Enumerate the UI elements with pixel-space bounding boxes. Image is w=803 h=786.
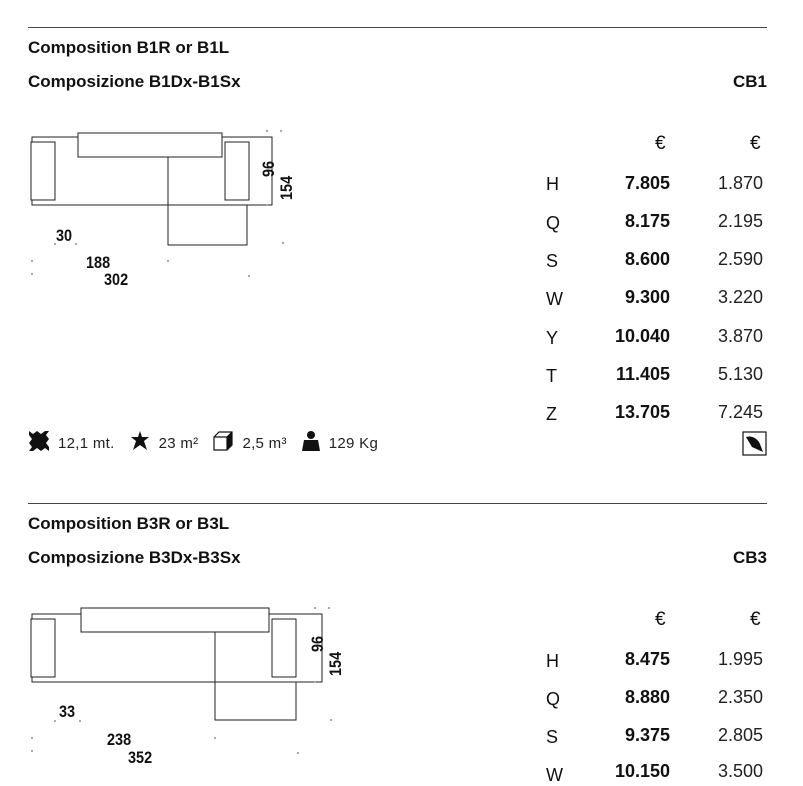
grade-price-2: 2.805 [717, 725, 763, 745]
dim-width-total: 352 [128, 748, 153, 767]
grade-price-2: 3.220 [717, 287, 763, 307]
price-header-currency: € [655, 133, 666, 154]
grade-price: 10.150 [614, 761, 670, 781]
price-header-currency: € [655, 609, 666, 630]
grade-price: 9.300 [624, 287, 670, 307]
composition-title-it: Composizione B3Dx-B3Sx [28, 548, 241, 567]
leather-hide-icon [129, 430, 151, 456]
package-cube-icon [212, 430, 234, 456]
grade-price-2: 3.500 [717, 761, 763, 781]
fabric-swatch-icon [28, 430, 50, 456]
grade-label: H [546, 174, 559, 194]
grade-price: 8.880 [624, 687, 670, 707]
specs-row: 12,1 mt. 23 m² 2,5 m³ 129 Kg [28, 428, 392, 458]
grade-label: T [546, 366, 557, 386]
grade-label: W [546, 765, 563, 785]
grade-label: S [546, 727, 559, 747]
composition-title-en: Composition B1R or B1L [28, 38, 230, 57]
dim-depth-total: 154 [326, 651, 345, 676]
grade-label: Z [546, 404, 557, 424]
composition-title-it: Composizione B1Dx-B1Sx [28, 72, 241, 91]
grade-price-2: 2.195 [717, 211, 763, 231]
grade-price-2: 2.350 [717, 687, 763, 707]
grade-price: 8.600 [624, 249, 670, 269]
dim-depth-total: 154 [277, 175, 296, 200]
grade-label: W [546, 289, 563, 309]
price-header-currency-2: € [750, 133, 761, 154]
grade-price-2: 3.870 [717, 326, 763, 346]
sofa-outline-svg [30, 607, 332, 754]
grade-price: 8.475 [624, 649, 670, 669]
grade-price-2: 2.590 [717, 249, 763, 269]
sofa-plan-drawing: 30 188 302 96 154 [28, 125, 318, 295]
grade-price: 7.805 [624, 173, 670, 193]
weight-icon [301, 430, 321, 456]
grade-price-2: 1.995 [717, 649, 763, 669]
dim-depth-seat: 96 [259, 160, 278, 177]
dim-arm: 33 [59, 702, 76, 721]
dim-depth-seat: 96 [308, 635, 327, 652]
grade-price: 13.705 [614, 402, 670, 422]
grade-price: 11.405 [615, 364, 670, 384]
removable-cover-icon [742, 431, 767, 461]
sofa-outline-svg [30, 130, 284, 277]
dim-width-total: 302 [104, 270, 129, 289]
spec-volume: 2,5 m³ [242, 434, 287, 452]
spec-weight: 129 Kg [328, 434, 379, 452]
dim-width-inner: 188 [86, 253, 111, 272]
grade-label: Y [546, 328, 559, 348]
sofa-plan-drawing: 33 238 352 96 154 [28, 602, 348, 772]
section-divider [28, 27, 767, 28]
dim-width-inner: 238 [107, 730, 132, 749]
grade-label: Q [546, 213, 561, 233]
grade-label: Q [546, 689, 561, 709]
price-header-currency-2: € [750, 609, 761, 630]
grade-label: H [546, 651, 559, 671]
grade-price-2: 7.245 [717, 402, 763, 422]
composition-code: CB1 [732, 72, 767, 91]
composition-code: CB3 [732, 548, 767, 567]
grade-price-2: 5.130 [717, 364, 763, 384]
grade-label: S [546, 251, 559, 271]
spec-fabric: 12,1 mt. [58, 434, 115, 452]
grade-price: 9.375 [624, 725, 670, 745]
composition-title-en: Composition B3R or B3L [28, 514, 230, 533]
spec-leather: 23 m² [158, 434, 199, 452]
grade-price: 8.175 [624, 211, 670, 231]
grade-price-2: 1.870 [717, 173, 763, 193]
section-divider [28, 503, 767, 504]
dim-arm: 30 [56, 226, 73, 245]
grade-price: 10.040 [614, 326, 670, 346]
